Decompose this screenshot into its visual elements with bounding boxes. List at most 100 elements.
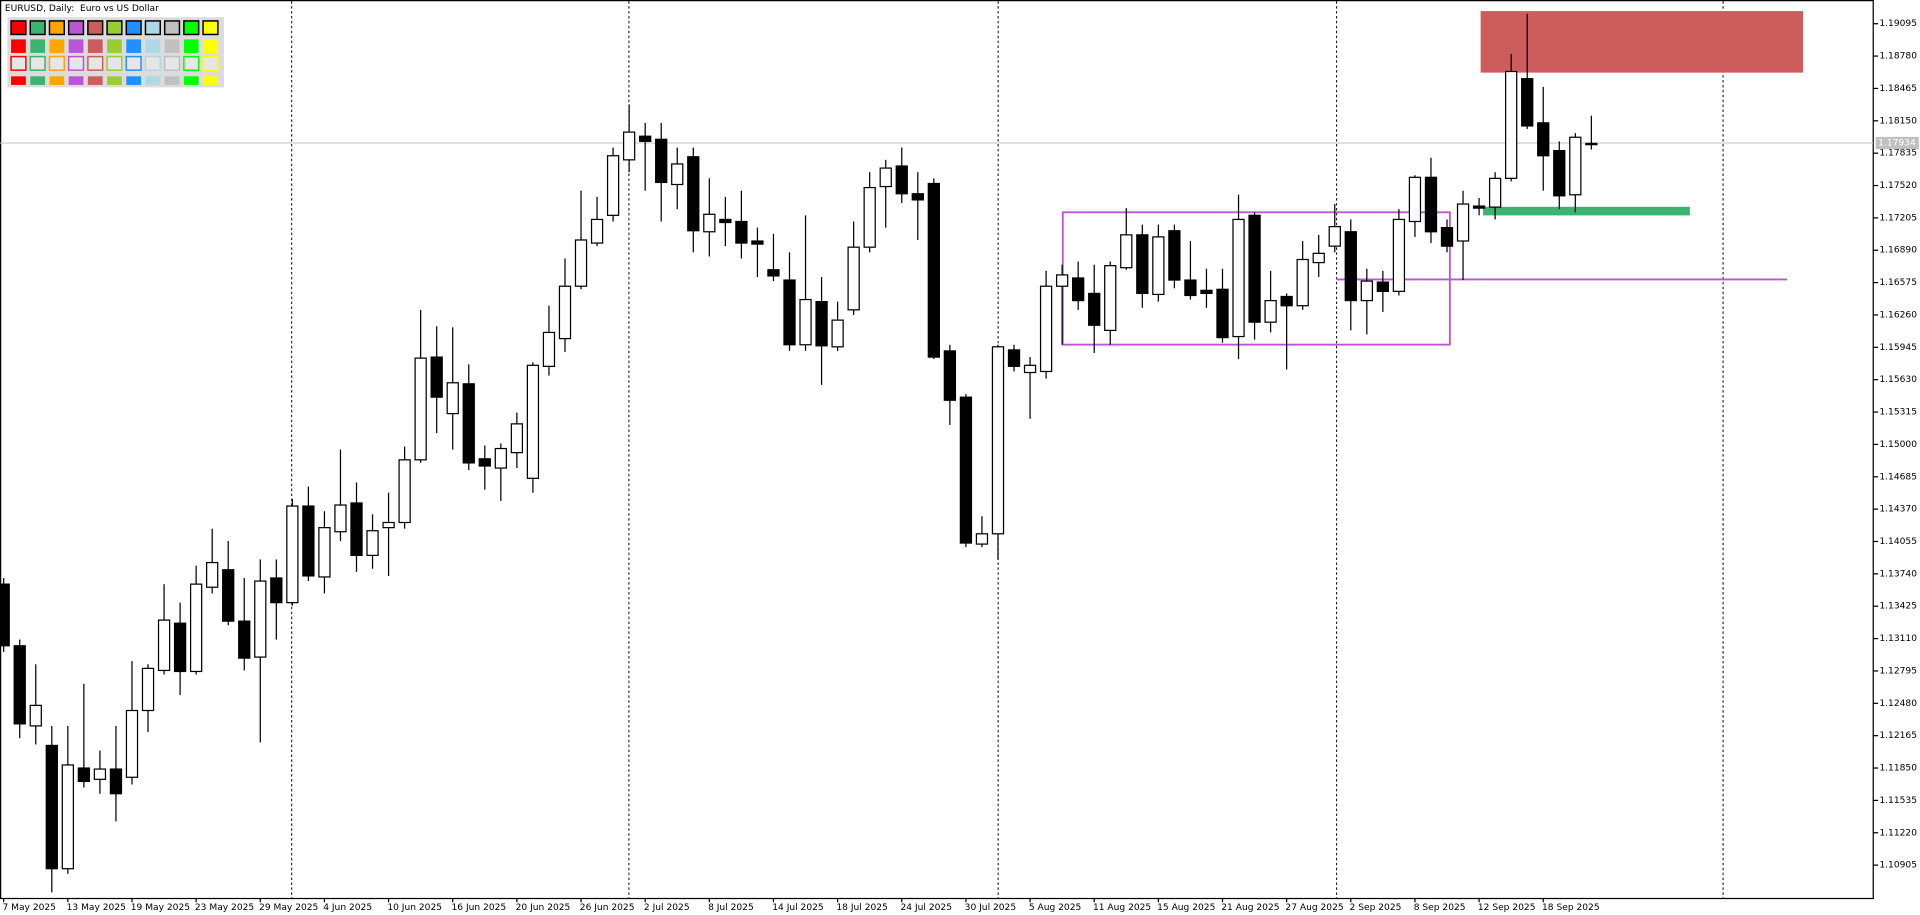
candle-body <box>1392 218 1406 292</box>
candle-body <box>494 447 507 469</box>
candle-body <box>302 505 315 577</box>
candle-body <box>173 622 187 673</box>
chart-title: EURUSD, Daily: Euro vs US Dollar <box>5 4 159 14</box>
candle-body <box>831 319 844 348</box>
candle-body <box>911 193 924 201</box>
candle-body <box>366 530 379 556</box>
candle-body <box>1104 265 1117 332</box>
swatch <box>68 39 84 53</box>
plot-frame <box>0 0 1874 900</box>
swatch <box>203 76 218 85</box>
candle-body <box>1569 136 1582 196</box>
x-tick-label: 18 Sep 2025 <box>1542 903 1600 913</box>
candle-body <box>879 167 892 188</box>
y-tick-label: 1.12795 <box>1879 666 1917 676</box>
y-tick-label: 1.14685 <box>1879 472 1917 482</box>
candle-body <box>815 301 828 347</box>
candle-body <box>462 383 475 464</box>
swatch <box>87 39 103 53</box>
swatch <box>106 55 123 71</box>
x-tick-label: 29 May 2025 <box>259 903 318 913</box>
candle-body <box>1088 292 1101 326</box>
candle-body <box>719 218 732 224</box>
candle-body <box>286 505 299 604</box>
swatch <box>183 39 199 53</box>
x-tick-label: 15 Aug 2025 <box>1157 903 1215 913</box>
swatch <box>125 55 142 71</box>
candle-body <box>478 458 491 467</box>
candle-body <box>414 357 427 461</box>
candle-body <box>655 138 668 184</box>
candle-body <box>959 396 973 544</box>
swatch <box>30 39 46 53</box>
candle-body <box>510 423 524 454</box>
swatch <box>107 76 122 85</box>
x-tick-label: 18 Jul 2025 <box>836 903 887 913</box>
swatch <box>10 20 27 36</box>
y-tick-label: 1.16890 <box>1879 246 1917 256</box>
swatch <box>125 20 142 36</box>
candle-body <box>109 768 123 795</box>
candle-body <box>1039 285 1053 373</box>
candle-body <box>687 156 700 232</box>
y-tick-label: 1.16260 <box>1879 310 1917 320</box>
x-tick-label: 10 Jun 2025 <box>387 903 442 913</box>
supply-zone <box>1480 11 1804 73</box>
candle-body <box>45 744 58 870</box>
x-tick-label: 27 Aug 2025 <box>1285 903 1343 913</box>
y-tick-label: 1.13110 <box>1879 634 1917 644</box>
swatch <box>106 20 123 36</box>
swatch <box>48 20 65 36</box>
candle-body <box>1440 227 1454 247</box>
swatch <box>49 76 65 85</box>
candle-body <box>13 645 26 725</box>
y-tick-label: 1.11220 <box>1879 828 1917 838</box>
swatch <box>67 20 85 36</box>
candle-body <box>189 583 203 673</box>
candle-body <box>558 285 572 340</box>
swatch <box>145 39 161 53</box>
swatch <box>10 55 27 71</box>
candle-body <box>1232 218 1245 338</box>
swatch <box>145 76 161 85</box>
candle-body <box>157 619 171 672</box>
x-tick-label: 13 May 2025 <box>67 903 126 913</box>
swatch <box>29 20 46 36</box>
candle-body <box>1488 177 1502 208</box>
candle-body <box>222 569 235 622</box>
candle-body <box>1007 349 1021 367</box>
y-tick-label: 1.10905 <box>1879 861 1917 871</box>
candle-body <box>671 163 684 186</box>
candle-body <box>1200 289 1213 295</box>
y-tick-label: 1.18150 <box>1879 116 1917 126</box>
candle-body <box>398 459 411 524</box>
swatch <box>126 76 142 85</box>
candle-body <box>1216 288 1229 339</box>
candle-body <box>1376 281 1390 292</box>
swatch <box>68 76 84 85</box>
bid-label: 1.17934 <box>1878 138 1916 148</box>
candle-body <box>927 182 940 358</box>
candle-body <box>1184 279 1197 297</box>
x-tick-label: 8 Sep 2025 <box>1414 903 1466 913</box>
candle-body <box>206 561 219 588</box>
candle-body <box>1023 364 1037 374</box>
candle-body <box>542 331 556 367</box>
candle-body <box>863 186 876 248</box>
y-tick-label: 1.15945 <box>1879 343 1917 353</box>
candle-body <box>93 768 107 780</box>
swatch <box>163 55 181 71</box>
candle-body <box>1360 280 1373 302</box>
candle-body <box>29 704 42 727</box>
candle-body <box>1264 299 1277 323</box>
candle-body <box>1505 70 1518 179</box>
swatch <box>11 39 26 53</box>
y-tick-label: 1.15630 <box>1879 375 1917 385</box>
y-tick-label: 1.18780 <box>1879 52 1917 62</box>
x-tick-label: 21 Aug 2025 <box>1221 903 1279 913</box>
y-tick-label: 1.12165 <box>1879 731 1917 741</box>
x-tick-label: 2 Sep 2025 <box>1350 903 1402 913</box>
candle-body <box>1168 230 1181 281</box>
candle-body <box>1424 176 1438 233</box>
y-tick-label: 1.13740 <box>1879 569 1917 579</box>
